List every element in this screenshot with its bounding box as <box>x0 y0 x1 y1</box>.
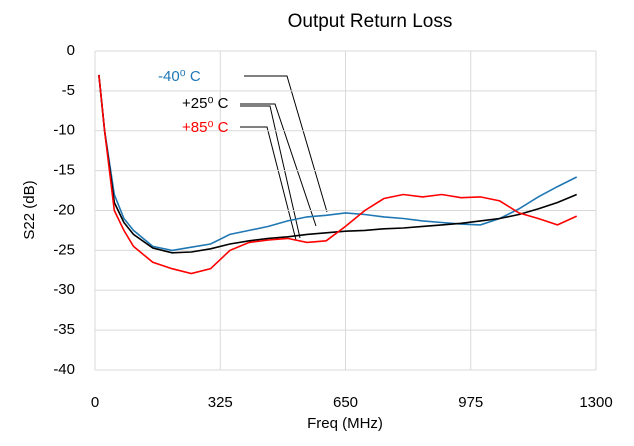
y-tick-label: -25 <box>53 241 75 258</box>
y-tick-label: -20 <box>53 201 75 218</box>
chart-title: Output Return Loss <box>288 11 453 32</box>
leader-line <box>240 103 317 227</box>
series-line <box>98 74 578 252</box>
x-tick-label: 1300 <box>579 394 612 411</box>
y-axis-label: S22 (dB) <box>21 180 38 239</box>
series-line <box>98 74 578 275</box>
y-tick-label: 0 <box>67 42 75 59</box>
x-tick-label: 650 <box>333 394 358 411</box>
y-tick-label: -5 <box>62 82 75 99</box>
y-tick-label: -40 <box>53 361 75 378</box>
y-tick-label: -35 <box>53 321 75 338</box>
leader-line <box>240 105 301 239</box>
leader-line <box>240 126 297 241</box>
legend-label: +25⁰ C <box>182 95 229 112</box>
x-tick-label: 325 <box>208 394 233 411</box>
y-tick-label: -15 <box>53 162 75 179</box>
legend-label: -40⁰ C <box>158 68 201 85</box>
legend-label: +85⁰ C <box>182 119 229 136</box>
y-tick-label: -10 <box>53 122 75 139</box>
series-line <box>98 74 578 254</box>
y-tick-label: -30 <box>53 281 75 298</box>
leader-lines <box>240 75 328 241</box>
x-tick-label: 975 <box>458 394 483 411</box>
x-tick-label: 0 <box>91 394 99 411</box>
leader-line <box>244 75 328 213</box>
x-axis-label: Freq (MHz) <box>307 415 383 432</box>
